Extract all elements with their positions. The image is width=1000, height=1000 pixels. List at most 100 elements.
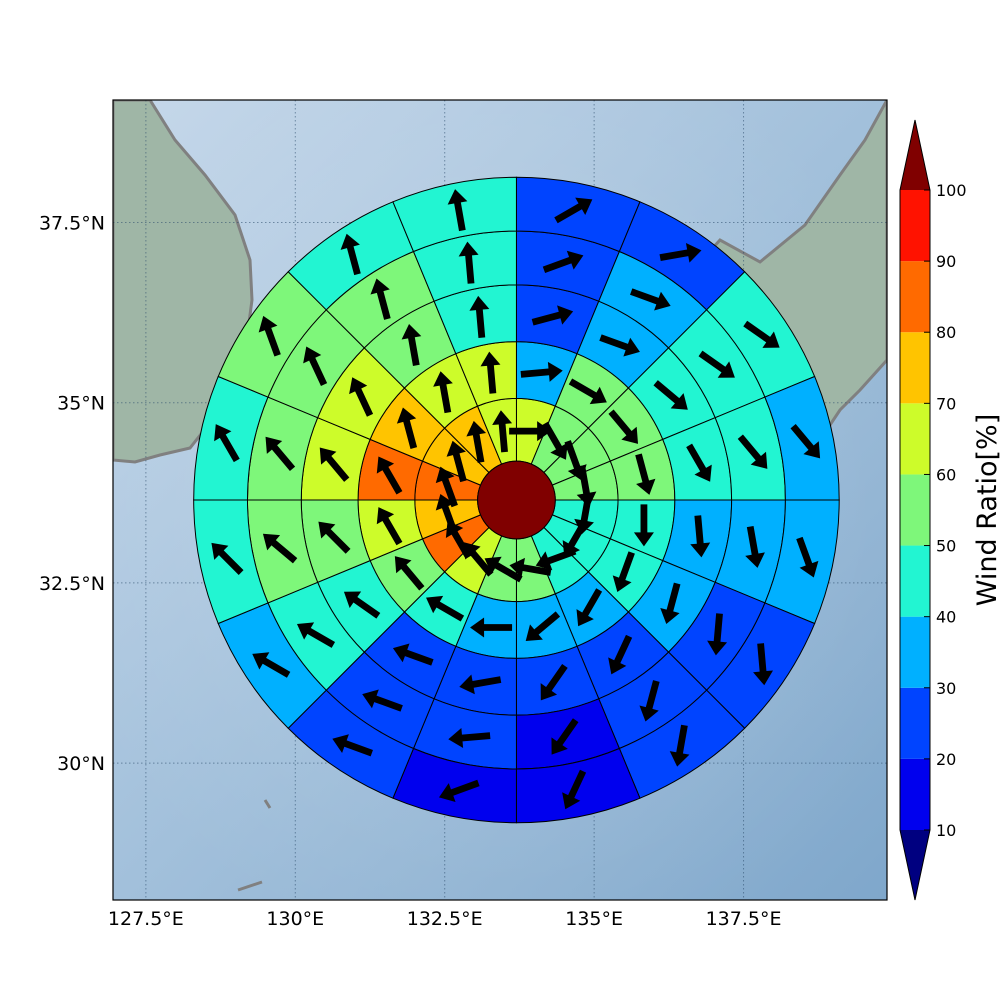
x-tick-label: 137.5°E [706,908,782,930]
wind-arrow [790,424,821,459]
wind-arrow [525,611,561,641]
wind-arrow [459,674,502,695]
wind-arrow [659,242,702,263]
wind-arrow [599,334,640,357]
wind-arrow [252,652,291,678]
colorbar-label: Wind Ratio[%] [972,414,1000,606]
colorbar-bin [900,190,930,262]
wind-arrow [576,588,603,627]
x-axis-ticks: 127.5°E 130°E 132.5°E 135°E 137.5°E [108,908,782,930]
wind-arrow [520,361,563,382]
wind-arrow [562,519,589,558]
wind-arrow [639,680,660,722]
wind-arrow [463,542,494,577]
wind-arrow [362,689,403,712]
wind-arrow [296,622,336,648]
colorbar-tick-label: 10 [936,821,956,840]
colorbar-tick-label: 90 [936,252,956,271]
colorbar-tick-label: 70 [936,394,956,413]
wind-arrow [392,643,434,666]
wind-arrow [698,350,735,378]
colorbar-bin [900,474,930,546]
x-tick-label: 130°E [266,908,324,930]
wind-arrow [448,728,491,748]
wind-arrow [796,536,819,578]
x-tick-label: 132.5°E [407,908,483,930]
wind-arrow [531,305,574,326]
wind-arrow [433,371,453,414]
wind-arrow [211,542,244,575]
colorbar-tick-label: 30 [936,679,956,698]
colorbar-bin [900,758,930,830]
wind-arrow [469,295,490,339]
wind-arrow [608,634,633,675]
center-disk-fill [477,460,556,540]
wind-arrow [484,556,523,583]
y-tick-label: 30°N [57,753,105,775]
wind-arrow [318,521,351,554]
y-tick-label: 37.5°N [39,213,105,235]
wind-arrow [633,504,654,547]
wind-arrow [653,380,688,410]
colorbar-tick-label: 60 [936,465,956,484]
wind-arrow [466,420,487,463]
map-axes: 127.5°E 130°E 132.5°E 135°E 137.5°E 37.5°N 35… [39,99,888,930]
wind-arrow [370,278,391,320]
wind-arrow [376,456,403,495]
colorbar-bin [900,545,930,617]
colorbar-tick-label: 80 [936,323,956,342]
wind-arrow [446,440,467,483]
wind-arrow [554,197,593,224]
colorbar-tick-label: 40 [936,608,956,627]
wind-arrow [509,421,552,442]
wind-arrow [214,424,240,463]
wind-arrow [551,718,579,755]
wind-arrow [426,595,465,622]
wind-arrow [574,492,594,535]
wind-arrow [262,533,298,564]
wind-arrow [690,515,711,558]
wind-arrows [211,189,821,810]
wind-arrow [343,591,381,619]
wind-arrow [686,443,712,482]
colorbar-bin [900,261,930,333]
wind-arrow [707,613,728,656]
wind-arrow [492,410,513,453]
wind-arrow [562,769,587,810]
wind-arrow [258,315,281,357]
wind-arrow [480,351,501,394]
wind-arrow [743,320,780,348]
wind-arrow [608,409,639,444]
wind-arrow [401,324,422,366]
wind-arrow [630,288,671,311]
wind-arrow [509,557,552,578]
colorbar-bin [900,403,930,475]
colorbar-bin [900,616,930,688]
wind-arrow [435,466,458,508]
colorbar-over-extension [900,120,930,190]
x-tick-label: 135°E [565,908,623,930]
wind-arrow [737,434,768,469]
wind-arrow [470,617,513,638]
colorbar-tick-label: 100 [936,181,967,200]
colorbar-bin [900,332,930,404]
wind-arrow [542,421,568,460]
colorbar: 10 20 30 40 50 60 70 80 90 100 [899,119,967,901]
center-disk [477,460,556,540]
wind-sector [392,176,517,253]
wind-arrow [447,189,468,232]
x-tick-label: 127.5°E [108,908,184,930]
wind-arrow [753,643,774,686]
wind-arrow [635,453,656,495]
y-tick-label: 32.5°N [39,573,105,595]
wind-arrow [340,233,361,276]
colorbar-under-extension [900,830,930,900]
colorbar-tick-label: 20 [936,750,956,769]
wind-arrow [660,582,681,625]
y-axis-ticks: 37.5°N 35°N 32.5°N 30°N [39,213,105,776]
wind-arrow [669,724,690,767]
wind-arrow [376,507,403,546]
wind-arrow [349,377,374,417]
wind-arrow [540,664,568,701]
wind-arrow [612,551,635,592]
